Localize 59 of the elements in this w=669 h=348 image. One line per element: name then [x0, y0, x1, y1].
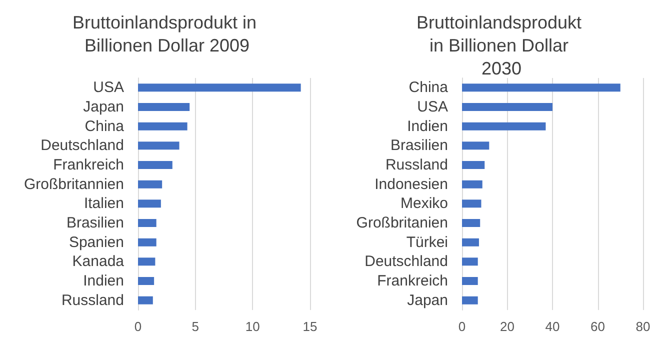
y-tick-label: Indonesien [374, 176, 448, 193]
x-tick-label: 60 [590, 319, 605, 334]
bar [138, 200, 161, 208]
y-tick-label: Kanada [72, 253, 125, 270]
y-tick-label: Russland [61, 292, 124, 309]
bar [462, 219, 480, 227]
bar [462, 84, 620, 92]
bar [138, 103, 190, 111]
y-tick-label: Großbritanien [356, 214, 448, 232]
bar [138, 161, 172, 169]
bar [138, 142, 180, 150]
y-tick-label: Frankreich [377, 272, 448, 290]
bar [462, 200, 482, 208]
chart-title: Bruttoinlandsprodukt in Billionen Dollar 2030 [416, 12, 587, 78]
bar [138, 219, 156, 227]
y-tick-label: Türkei [406, 234, 448, 251]
y-tick-label: USA [417, 98, 448, 116]
x-tick-label: 80 [636, 319, 650, 334]
y-tick-label: Mexiko [400, 195, 448, 212]
y-tick-label: China [408, 79, 449, 96]
y-tick-label: Japan [83, 98, 124, 116]
y-tick-label: Spanien [68, 234, 124, 251]
bar [462, 258, 478, 266]
y-tick-label: Indien [83, 272, 124, 290]
y-tick-label: Indien [407, 118, 448, 135]
bar [138, 238, 156, 246]
bar [138, 122, 188, 130]
x-tick-label: 0 [458, 319, 466, 334]
bar [462, 161, 485, 169]
bar [138, 180, 162, 188]
y-tick-label: Japan [407, 292, 448, 309]
y-tick-label: Deutschland [364, 253, 448, 270]
bar [138, 296, 153, 304]
bar [138, 258, 156, 266]
x-tick-label: 5 [192, 319, 199, 334]
x-tick-label: 15 [302, 319, 318, 334]
chart-title: Bruttoinlandsprodukt in Billionen Dollar 2009 [72, 12, 262, 56]
y-tick-label: USA [93, 79, 124, 96]
x-tick-label: 0 [134, 319, 142, 334]
x-tick-label: 10 [245, 319, 260, 334]
y-tick-label: Brasilien [390, 137, 448, 154]
y-tick-label: Deutschland [40, 137, 124, 154]
bar [462, 180, 482, 188]
bar [462, 296, 478, 304]
bar [462, 142, 490, 150]
bar [138, 84, 301, 92]
y-tick-label: Italien [84, 195, 124, 212]
x-tick-label: 40 [545, 319, 560, 334]
bar [138, 277, 154, 285]
y-tick-label: Russland [385, 156, 448, 174]
y-tick-label: Großbritannien [24, 176, 124, 193]
y-tick-label: Brasilien [66, 214, 124, 232]
bar [462, 122, 546, 130]
y-tick-label: China [84, 118, 125, 135]
x-tick-label: 20 [500, 319, 514, 334]
bar [462, 238, 479, 246]
y-tick-label: Frankreich [53, 156, 124, 174]
bar [462, 103, 552, 111]
bar [462, 277, 478, 285]
